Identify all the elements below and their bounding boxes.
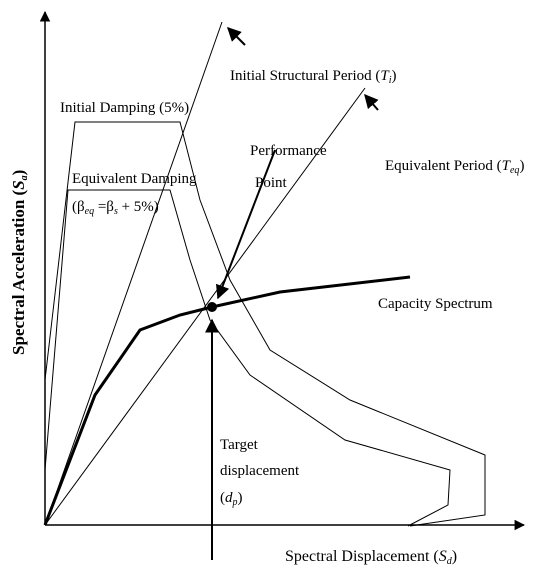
text: S (439, 548, 447, 565)
arrow (227, 27, 246, 46)
text: Spectral Acceleration ( (9, 189, 28, 355)
text: =β (94, 199, 114, 215)
label: displacement (220, 463, 300, 479)
label: Point (255, 175, 288, 191)
text: eq (85, 206, 94, 217)
text: a (19, 175, 30, 180)
text: + 5%) (118, 199, 159, 215)
label: Equivalent Damping (72, 171, 197, 187)
x-axis-title: Spectral Displacement (Sd) (285, 548, 457, 567)
text: S (9, 180, 28, 189)
performance-point (207, 302, 217, 312)
arrow (215, 149, 276, 300)
label: Initial Damping (5%) (60, 100, 189, 116)
text: d (225, 490, 233, 506)
capacity-spectrum (43, 275, 411, 526)
text: Equivalent Period ( (385, 158, 502, 174)
arrow (364, 93, 379, 111)
label: Target (220, 437, 259, 453)
text: ) (9, 170, 28, 176)
label: Performance (250, 143, 327, 159)
equivalent-damping-spectrum (44, 189, 451, 527)
lines (39, 10, 526, 560)
text: ( (220, 490, 225, 506)
text: i (389, 75, 392, 86)
label: (dp) (220, 490, 243, 508)
label: Capacity Spectrum (378, 296, 493, 312)
text: T (380, 68, 390, 84)
text: ) (519, 158, 524, 174)
label: Equivalent Period (Teq) (385, 158, 524, 176)
text: ) (392, 68, 397, 84)
text: Initial Structural Period ( (230, 68, 380, 84)
label: Initial Structural Period (Ti) (230, 68, 397, 86)
text: p (232, 497, 238, 508)
text: ) (238, 490, 243, 506)
text: (β (72, 199, 85, 215)
initial-period-line (44, 21, 223, 526)
text: Spectral Displacement ( (285, 548, 439, 565)
text: d (447, 556, 453, 567)
y-axis-title: Spectral Acceleration (Sa) (9, 170, 30, 355)
initial-damping-spectrum (44, 121, 486, 527)
text: T (502, 158, 512, 174)
label: (βeq =βs + 5%) (72, 199, 159, 217)
text: ) (452, 548, 457, 565)
text: s (114, 206, 118, 217)
text: eq (510, 165, 519, 176)
